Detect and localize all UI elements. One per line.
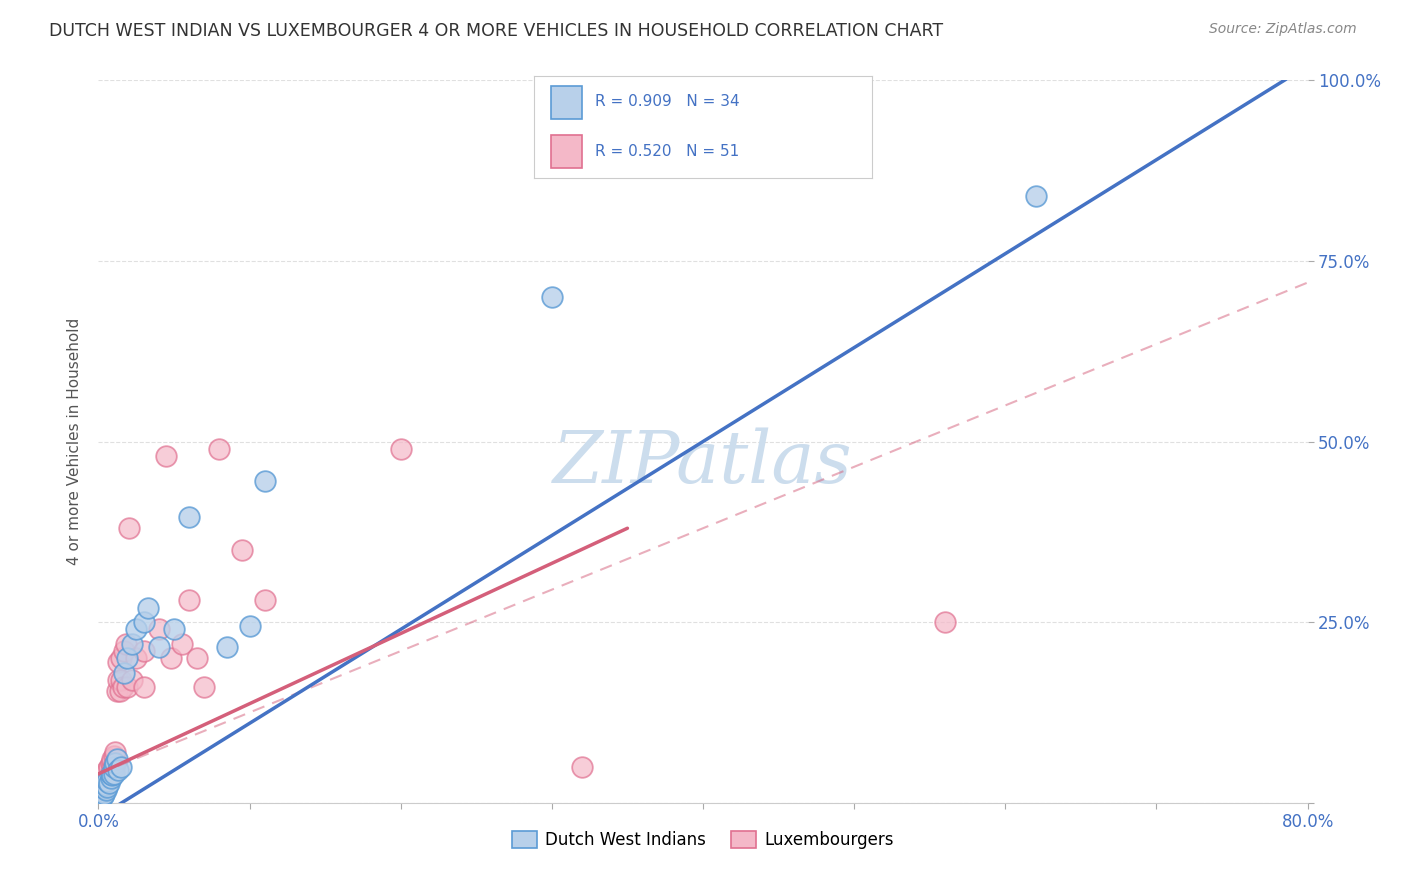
Text: R = 0.909   N = 34: R = 0.909 N = 34 <box>595 95 740 110</box>
Point <box>121 637 143 651</box>
Point <box>96 764 118 778</box>
Point <box>96 774 118 789</box>
Text: R = 0.520   N = 51: R = 0.520 N = 51 <box>595 144 740 159</box>
Point <box>94 782 117 797</box>
Point <box>93 774 115 789</box>
Point <box>94 771 117 785</box>
Point <box>105 683 128 698</box>
Point <box>186 651 208 665</box>
Point <box>160 651 183 665</box>
Point <box>94 778 117 792</box>
Text: Source: ZipAtlas.com: Source: ZipAtlas.com <box>1209 22 1357 37</box>
Point <box>96 774 118 789</box>
Bar <box>551 87 582 119</box>
Point <box>110 651 132 665</box>
Point <box>104 745 127 759</box>
Point <box>389 442 412 456</box>
Point <box>103 765 125 780</box>
Point <box>179 510 201 524</box>
Y-axis label: 4 or more Vehicles in Household: 4 or more Vehicles in Household <box>67 318 83 566</box>
Point <box>155 449 177 463</box>
Point <box>96 780 118 794</box>
Point <box>90 790 112 805</box>
Point <box>108 683 131 698</box>
Point <box>89 792 111 806</box>
Point <box>105 752 128 766</box>
Point <box>170 637 193 651</box>
Point <box>91 785 114 799</box>
Point <box>125 623 148 637</box>
Point <box>148 640 170 655</box>
Point <box>193 680 215 694</box>
Point <box>94 778 117 792</box>
Point <box>110 673 132 687</box>
Point <box>136 600 159 615</box>
Point <box>93 781 115 796</box>
Point <box>100 756 122 770</box>
Point <box>1024 189 1046 203</box>
Point <box>111 680 134 694</box>
Point <box>125 651 148 665</box>
Text: ZIPatlas: ZIPatlas <box>553 428 853 499</box>
Point <box>103 767 125 781</box>
Legend: Dutch West Indians, Luxembourgers: Dutch West Indians, Luxembourgers <box>505 824 901 856</box>
Point <box>104 756 127 770</box>
Point <box>98 775 121 789</box>
Point <box>121 673 143 687</box>
Point <box>94 767 117 781</box>
Point <box>101 761 124 775</box>
Point <box>215 640 238 655</box>
Point <box>239 619 262 633</box>
Point <box>101 752 124 766</box>
Point <box>132 644 155 658</box>
Point <box>103 760 125 774</box>
Point <box>132 615 155 630</box>
Point <box>98 771 121 785</box>
Text: DUTCH WEST INDIAN VS LUXEMBOURGER 4 OR MORE VEHICLES IN HOUSEHOLD CORRELATION CH: DUTCH WEST INDIAN VS LUXEMBOURGER 4 OR M… <box>49 22 943 40</box>
Point <box>93 787 115 801</box>
Point <box>112 665 135 680</box>
Point <box>231 542 253 557</box>
Point <box>110 760 132 774</box>
Point <box>112 644 135 658</box>
Point <box>540 290 562 304</box>
Point <box>104 756 127 770</box>
Point <box>89 792 111 806</box>
Point <box>253 475 276 489</box>
Point <box>934 615 956 630</box>
Point <box>115 651 138 665</box>
Point <box>90 782 112 797</box>
Point <box>90 790 112 805</box>
Point <box>571 760 593 774</box>
Point <box>100 767 122 781</box>
Point <box>118 521 141 535</box>
Point <box>132 680 155 694</box>
Point <box>107 655 129 669</box>
Point <box>91 785 114 799</box>
Point <box>148 623 170 637</box>
Point <box>89 789 111 803</box>
Point <box>115 680 138 694</box>
Point <box>179 593 201 607</box>
Point <box>100 768 122 782</box>
Point <box>98 760 121 774</box>
Point <box>93 781 115 796</box>
Point <box>163 623 186 637</box>
Point <box>91 778 114 792</box>
Point <box>114 637 136 651</box>
Point <box>107 673 129 687</box>
Point <box>103 748 125 763</box>
Point <box>101 768 124 782</box>
Point <box>208 442 231 456</box>
Bar <box>551 136 582 168</box>
Point <box>107 764 129 778</box>
Point <box>100 771 122 785</box>
Point <box>91 789 114 803</box>
Point <box>253 593 276 607</box>
